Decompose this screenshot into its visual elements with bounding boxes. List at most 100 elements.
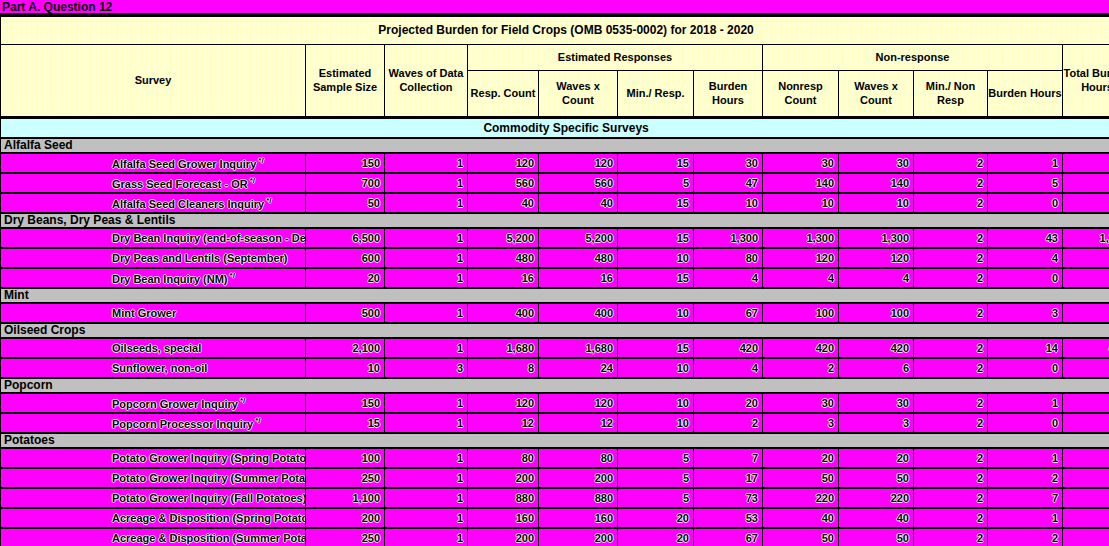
value-cell[interactable]: 54 [1063, 508, 1109, 528]
value-cell[interactable]: 1 [385, 393, 468, 413]
value-cell[interactable]: 30 [839, 153, 914, 173]
value-cell[interactable]: 40 [839, 508, 914, 528]
value-cell[interactable]: 12 [539, 413, 618, 433]
survey-name-cell[interactable]: Popcorn Processor Inquiry*/ [1, 413, 306, 433]
value-cell[interactable]: 6 [839, 358, 914, 378]
value-cell[interactable]: 6,500 [306, 228, 385, 248]
value-cell[interactable]: 3 [988, 303, 1063, 323]
value-cell[interactable]: 4 [763, 268, 839, 288]
value-cell[interactable]: 5 [618, 448, 694, 468]
value-cell[interactable]: 7 [694, 448, 763, 468]
value-cell[interactable]: 20 [763, 448, 839, 468]
value-cell[interactable]: 1,343 [1063, 228, 1109, 248]
value-cell[interactable]: 500 [306, 303, 385, 323]
value-cell[interactable]: 40 [468, 193, 539, 213]
value-cell[interactable]: 2 [914, 468, 988, 488]
value-cell[interactable]: 1,300 [763, 228, 839, 248]
value-cell[interactable]: 20 [694, 393, 763, 413]
value-cell[interactable]: 5 [618, 488, 694, 508]
value-cell[interactable]: 1 [385, 248, 468, 268]
value-cell[interactable]: 10 [694, 193, 763, 213]
value-cell[interactable]: 2,100 [306, 338, 385, 358]
value-cell[interactable]: 1 [385, 488, 468, 508]
value-cell[interactable]: 16 [468, 268, 539, 288]
value-cell[interactable]: 120 [468, 153, 539, 173]
value-cell[interactable]: 67 [694, 303, 763, 323]
value-cell[interactable]: 2 [914, 248, 988, 268]
value-cell[interactable]: 2 [914, 268, 988, 288]
value-cell[interactable]: 200 [468, 528, 539, 546]
value-cell[interactable]: 50 [306, 193, 385, 213]
survey-name-cell[interactable]: Popcorn Grower Inquiry*/ [1, 393, 306, 413]
survey-name-cell[interactable]: Grass Seed Forecast - OR*/ [1, 173, 306, 193]
survey-name-cell[interactable]: Dry Peas and Lentils (September) [1, 248, 306, 268]
survey-name-cell[interactable]: Mint Grower [1, 303, 306, 323]
value-cell[interactable]: 1 [988, 508, 1063, 528]
value-cell[interactable]: 80 [1063, 488, 1109, 508]
value-cell[interactable]: 40 [763, 508, 839, 528]
value-cell[interactable]: 4 [1063, 268, 1109, 288]
value-cell[interactable]: 40 [539, 193, 618, 213]
value-cell[interactable]: 5,200 [468, 228, 539, 248]
value-cell[interactable]: 220 [839, 488, 914, 508]
value-cell[interactable]: 20 [618, 528, 694, 546]
value-cell[interactable]: 50 [839, 528, 914, 546]
value-cell[interactable]: 1 [385, 268, 468, 288]
value-cell[interactable]: 10 [618, 358, 694, 378]
value-cell[interactable]: 30 [694, 153, 763, 173]
value-cell[interactable]: 5 [618, 173, 694, 193]
survey-name-cell[interactable]: Acreage & Disposition (Spring Potatoes) [1, 508, 306, 528]
value-cell[interactable]: 2 [1063, 413, 1109, 433]
value-cell[interactable]: 8 [1063, 448, 1109, 468]
value-cell[interactable]: 1 [385, 303, 468, 323]
value-cell[interactable]: 250 [306, 528, 385, 546]
value-cell[interactable]: 200 [539, 528, 618, 546]
value-cell[interactable]: 15 [618, 268, 694, 288]
value-cell[interactable]: 5,200 [539, 228, 618, 248]
value-cell[interactable]: 1,100 [306, 488, 385, 508]
value-cell[interactable]: 8 [468, 358, 539, 378]
value-cell[interactable]: 2 [914, 228, 988, 248]
value-cell[interactable]: 1,300 [694, 228, 763, 248]
value-cell[interactable]: 47 [694, 173, 763, 193]
value-cell[interactable]: 160 [468, 508, 539, 528]
value-cell[interactable]: 2 [914, 393, 988, 413]
value-cell[interactable]: 10 [306, 358, 385, 378]
value-cell[interactable]: 1 [385, 413, 468, 433]
value-cell[interactable]: 5 [988, 173, 1063, 193]
value-cell[interactable]: 400 [468, 303, 539, 323]
value-cell[interactable]: 2 [914, 173, 988, 193]
survey-name-cell[interactable]: Dry Bean Inquiry (NM)*/ [1, 268, 306, 288]
value-cell[interactable]: 140 [839, 173, 914, 193]
value-cell[interactable]: 15 [306, 413, 385, 433]
value-cell[interactable]: 10 [763, 193, 839, 213]
value-cell[interactable]: 0 [988, 413, 1063, 433]
value-cell[interactable]: 220 [763, 488, 839, 508]
value-cell[interactable]: 120 [539, 393, 618, 413]
value-cell[interactable]: 3 [839, 413, 914, 433]
value-cell[interactable]: 1 [385, 468, 468, 488]
value-cell[interactable]: 15 [618, 153, 694, 173]
survey-name-cell[interactable]: Potato Grower Inquiry (Summer Potatoes) [1, 468, 306, 488]
survey-name-cell[interactable]: Oilseeds, special [1, 338, 306, 358]
value-cell[interactable]: 20 [306, 268, 385, 288]
value-cell[interactable]: 560 [468, 173, 539, 193]
value-cell[interactable]: 150 [306, 393, 385, 413]
value-cell[interactable]: 2 [988, 468, 1063, 488]
value-cell[interactable]: 1 [385, 173, 468, 193]
value-cell[interactable]: 7 [988, 488, 1063, 508]
value-cell[interactable]: 2 [914, 528, 988, 546]
value-cell[interactable]: 200 [306, 508, 385, 528]
value-cell[interactable]: 50 [763, 468, 839, 488]
value-cell[interactable]: 0 [988, 193, 1063, 213]
value-cell[interactable]: 10 [618, 413, 694, 433]
value-cell[interactable]: 120 [468, 393, 539, 413]
survey-name-cell[interactable]: Potato Grower Inquiry (Fall Potatoes) [1, 488, 306, 508]
survey-name-cell[interactable]: Sunflower, non-oil [1, 358, 306, 378]
value-cell[interactable]: 2 [988, 528, 1063, 546]
value-cell[interactable]: 3 [763, 413, 839, 433]
value-cell[interactable]: 2 [914, 153, 988, 173]
value-cell[interactable]: 100 [306, 448, 385, 468]
survey-name-cell[interactable]: Potato Grower Inquiry (Spring Potatoes) [1, 448, 306, 468]
value-cell[interactable]: 400 [539, 303, 618, 323]
